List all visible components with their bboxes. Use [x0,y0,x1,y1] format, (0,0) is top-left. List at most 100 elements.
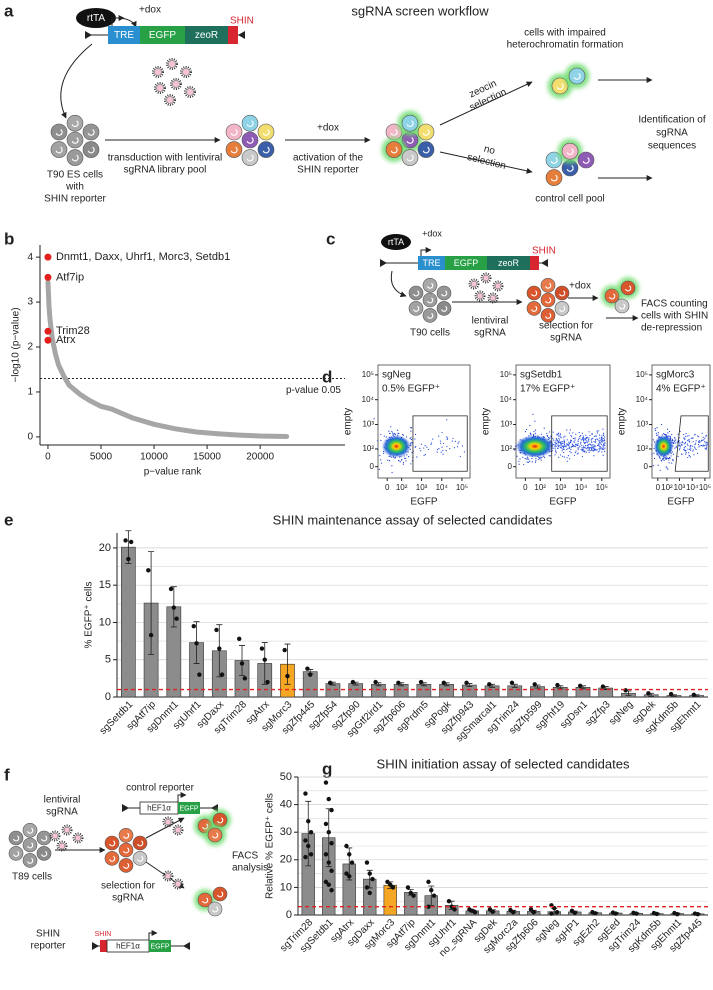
label: sgRNA [656,128,688,139]
cell-nucleus [230,129,238,136]
event-dot [668,430,671,433]
event-dot [575,433,577,435]
y-tick-label: 10² [500,444,512,453]
replicate-point [532,682,537,687]
virus [61,824,73,836]
event-dot [526,461,528,463]
y-tick-label: 0 [105,691,111,703]
event-dot [398,459,400,462]
event-dot [524,457,526,460]
event-dot [570,441,572,443]
cell-nucleus [123,862,130,869]
cell [526,301,542,316]
event-dot [566,444,568,446]
virus [154,82,166,94]
event-dot [593,448,595,450]
y-tick-label: 10³ [500,420,512,429]
event-dot [673,440,676,443]
virus [492,280,504,292]
event-dot [554,440,556,442]
label: sgRNA [474,328,506,339]
event-dot [581,447,583,449]
event-dot [406,436,408,438]
event-dot [539,457,541,459]
event-dot [574,439,576,441]
event-dot [399,461,401,463]
label: lentiviral [44,795,81,806]
gene-box [185,26,228,44]
event-dot [420,450,422,452]
event-dot [663,433,666,435]
event-dot [552,437,554,439]
event-dot [457,442,459,444]
event-dot [568,447,571,449]
event-dot [439,440,442,442]
event-dot [586,446,588,449]
arrow [145,817,185,839]
event-dot [599,448,601,450]
label: transduction with lentiviral [108,153,223,164]
plot-title: sgMorc3 [656,370,695,381]
event-dot [574,451,576,454]
event-dot [591,433,593,435]
event-dot [373,418,375,420]
replicate-point [327,680,333,686]
event-dot [552,431,554,433]
y-tick-label: 30 [280,826,292,838]
label: SHIN reporter [297,165,359,176]
event-dot [394,432,396,435]
plot-title: sgSetdb1 [520,370,563,381]
label: rtTA [388,237,404,247]
replicate-point [326,882,331,887]
event-dot [423,447,425,449]
label: lentiviral [472,316,509,327]
cell-nucleus [55,146,63,154]
event-dot [698,440,700,442]
event-dot [657,434,659,436]
replicate-point [364,860,370,865]
event-dot [380,462,383,464]
event-dot [583,445,585,447]
event-dot [556,440,558,442]
event-dot [687,448,689,450]
event-dot [568,441,570,443]
tss [111,15,125,26]
threshold-label: p-value 0.05 [286,385,341,396]
virus-core [164,818,172,826]
y-axis-label: % EGFP⁺ cells [84,582,95,649]
event-dot [583,449,585,451]
replicate-point [396,680,401,686]
event-dot [566,457,568,459]
label: +dox [422,228,442,238]
gate [551,415,608,472]
event-dot [690,437,692,439]
tss [177,792,187,802]
event-dot [459,455,461,458]
label: +dox [139,5,161,16]
cell-nucleus [390,129,398,136]
event-dot [679,444,681,446]
cell [401,114,419,132]
event-dot [681,443,683,446]
event-dot [590,446,592,449]
event-dot [561,445,563,447]
event-dot [604,450,606,452]
event-dot [598,450,600,452]
x-tick-label: 0 [523,483,528,492]
cell-nucleus [41,835,48,842]
event-dot [589,434,591,437]
replicate-point [593,911,598,916]
virus [162,816,174,828]
cell-nucleus [71,154,79,162]
gate-percentage: 0.5% EGFP⁺ [382,384,440,395]
event-dot [659,457,661,459]
error-bar [261,642,268,685]
ltr [92,942,99,950]
replicate-point [613,911,618,916]
event-dot [601,437,603,439]
y-tick-label: 10³ [362,420,374,429]
event-dot [458,441,460,443]
event-dot [655,432,658,434]
event-dot [596,449,598,451]
virus [56,840,68,852]
